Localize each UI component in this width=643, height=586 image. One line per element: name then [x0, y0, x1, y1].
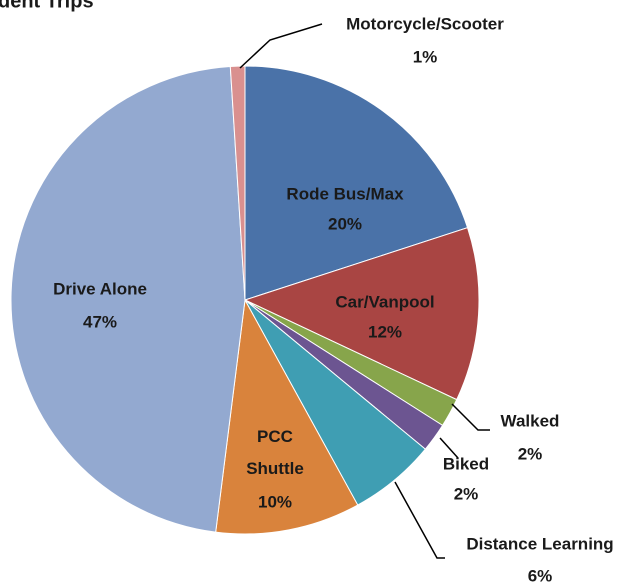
slice-value-label: 47% [83, 312, 117, 331]
leader-line [451, 403, 490, 431]
slice-value-label: 10% [258, 492, 292, 511]
leader-line [239, 23, 323, 69]
slice-value-label: 6% [528, 566, 553, 585]
pie-slice [229, 65, 246, 301]
slice-value-label: 12% [368, 322, 402, 341]
slice-label: Distance Learning [466, 534, 613, 553]
pie-slice [244, 65, 469, 301]
pie-slice [215, 298, 359, 535]
slice-value-label: 20% [328, 214, 362, 233]
slice-value-label: 1% [413, 47, 438, 66]
pie-slice [10, 65, 246, 533]
slice-label: Drive Alone [53, 279, 147, 298]
leader-line [439, 437, 459, 459]
slice-label: PCC Shuttle [246, 427, 304, 478]
chart-title: dent Trips [0, 0, 94, 12]
slice-label: Biked [443, 454, 489, 473]
pie-slice [243, 227, 480, 401]
slice-label: Rode Bus/Max [286, 184, 404, 203]
slice-value-label: 2% [454, 484, 479, 503]
slice-label: Motorcycle/Scooter [346, 14, 504, 33]
slice-label: Car/Vanpool [335, 292, 434, 311]
slice-value-label: 2% [518, 444, 543, 463]
slice-label: Walked [501, 411, 560, 430]
leader-line [394, 481, 445, 559]
